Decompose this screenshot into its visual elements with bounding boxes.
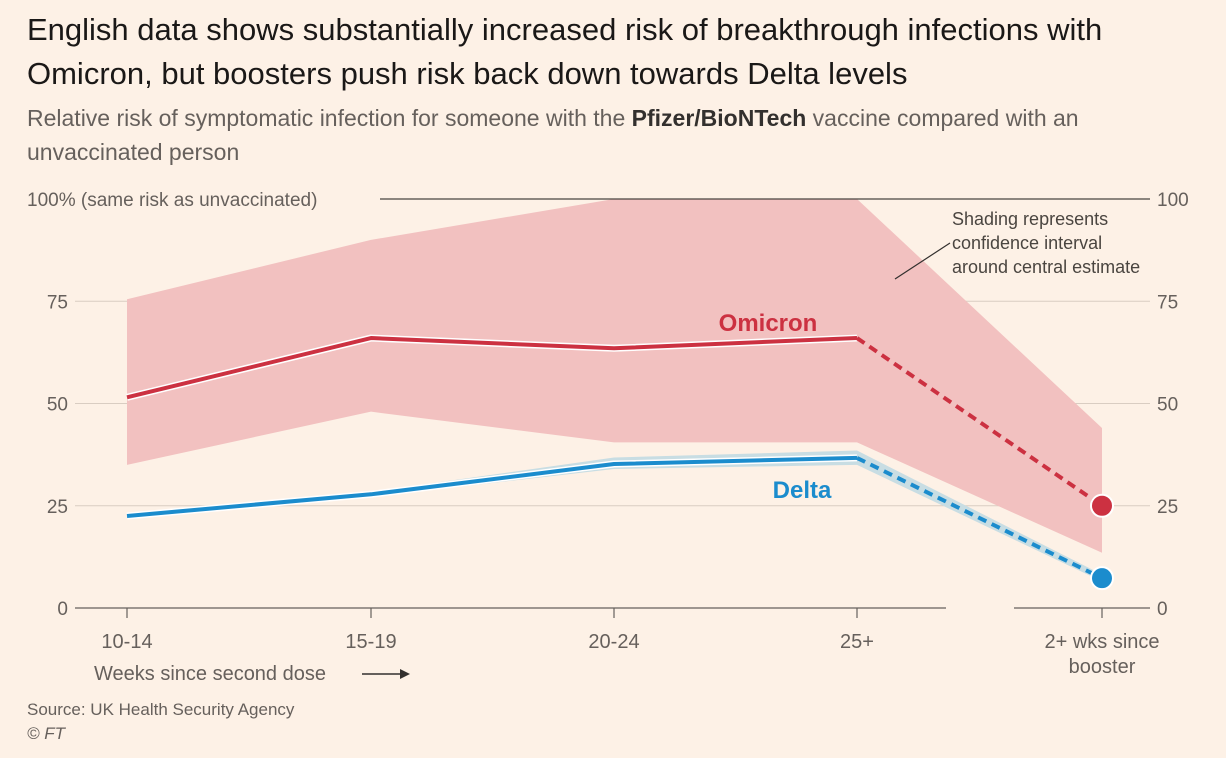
y-tick-label-right: 50 bbox=[1157, 395, 1178, 416]
y-tick-label-left: 75 bbox=[47, 292, 68, 313]
y-tick-label-left: 0 bbox=[57, 599, 68, 620]
ci-annotation-text: around central estimate bbox=[952, 257, 1140, 277]
x-tick-label: 25+ bbox=[840, 631, 874, 653]
chart-plot: 0 0 25 25 50 50 75 75 100 100% (same risk as unva… bbox=[27, 190, 1189, 685]
y-tick-label-right: 0 bbox=[1157, 599, 1168, 620]
x-axis-title: Weeks since second dose bbox=[94, 663, 326, 685]
delta-line bbox=[126, 455, 858, 518]
arrow-right-icon bbox=[400, 669, 410, 679]
ci-annotation-text: Shading represents bbox=[952, 209, 1108, 229]
omicron-series-label: Omicron bbox=[719, 310, 818, 337]
annotation-pointer bbox=[894, 242, 951, 280]
y-tick-label-left: 25 bbox=[47, 497, 68, 518]
delta-booster-point bbox=[1090, 566, 1114, 591]
delta-dashed-line bbox=[856, 456, 1103, 580]
y-top-label: 100% (same risk as unvaccinated) bbox=[27, 190, 317, 211]
ci-annotation-text: confidence interval bbox=[952, 233, 1102, 253]
chart-subtitle: Relative risk of symptomatic infection f… bbox=[27, 101, 1207, 169]
subtitle-text-2: vaccine compared with an unvaccinated pe… bbox=[27, 105, 1079, 165]
copyright: © FT bbox=[27, 724, 66, 743]
chart-title: English data shows substantially increas… bbox=[27, 12, 1103, 91]
x-tick-label: 20-24 bbox=[588, 631, 639, 653]
y-tick-label-left: 50 bbox=[47, 395, 68, 416]
x-tick-label: 10-14 bbox=[101, 631, 152, 653]
x-tick-label: 2+ wks since bbox=[1044, 631, 1159, 653]
x-tick-label: 15-19 bbox=[345, 631, 396, 653]
source-note: Source: UK Health Security Agency bbox=[27, 700, 295, 719]
subtitle-vaccine-name: Pfizer/BioNTech bbox=[631, 105, 807, 131]
y-tick-label-right: 75 bbox=[1157, 292, 1178, 313]
y-tick-label-right: 100 bbox=[1157, 190, 1189, 211]
y-tick-label-right: 25 bbox=[1157, 497, 1178, 518]
omicron-booster-point bbox=[1090, 493, 1114, 518]
delta-series-label: Delta bbox=[773, 477, 832, 504]
omicron-confidence-band bbox=[127, 199, 1102, 553]
omicron-line bbox=[126, 336, 858, 400]
x-tick-label-line2: booster bbox=[1069, 656, 1136, 678]
omicron-dashed-line bbox=[855, 336, 1104, 508]
subtitle-text-1: Relative risk of symptomatic infection f… bbox=[27, 105, 632, 131]
